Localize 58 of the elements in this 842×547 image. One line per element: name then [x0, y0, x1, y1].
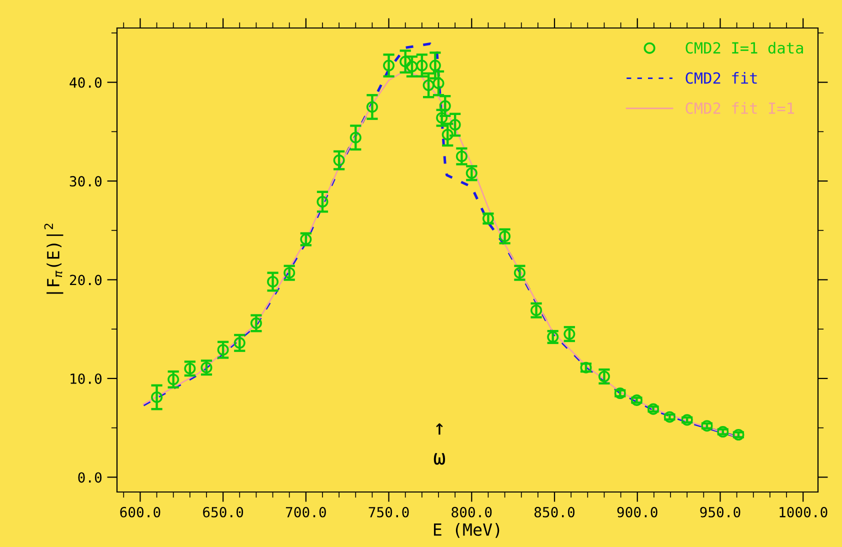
- point: [664, 411, 676, 423]
- point: [333, 154, 345, 166]
- point: [429, 60, 441, 72]
- x-tick-label: 600.0: [120, 506, 160, 518]
- point: [350, 132, 362, 144]
- x-tick-label: 900.0: [617, 506, 658, 518]
- point: [701, 420, 713, 432]
- point: [406, 60, 418, 72]
- point: [630, 394, 642, 406]
- point: [499, 230, 511, 242]
- legend-label: CMD2 I=1 data: [686, 42, 803, 54]
- point: [530, 304, 542, 316]
- point: [614, 388, 626, 400]
- point: [564, 328, 576, 340]
- legend-label: CMD2 fit: [686, 72, 757, 84]
- point: [439, 100, 451, 112]
- point: [432, 78, 444, 90]
- point: [717, 426, 729, 438]
- point: [732, 428, 744, 441]
- point: [416, 60, 428, 72]
- x-tick-label: 1000.0: [780, 506, 828, 518]
- point: [400, 56, 412, 68]
- point: [316, 196, 328, 208]
- x-tick-label: 750.0: [368, 506, 409, 518]
- point: [151, 391, 163, 403]
- point: [681, 414, 693, 426]
- legend-label: CMD2 fit I=1: [686, 102, 794, 114]
- point: [267, 276, 279, 288]
- x-tick-label: 700.0: [286, 506, 326, 518]
- y-tick-label: 0.0: [78, 472, 102, 483]
- y-tick-label: 30.0: [70, 176, 102, 187]
- point: [200, 362, 212, 374]
- point: [514, 267, 526, 279]
- point: [436, 112, 448, 124]
- point: [449, 118, 461, 131]
- point: [168, 374, 180, 386]
- point: [598, 370, 610, 382]
- point: [383, 60, 395, 72]
- point: [217, 344, 229, 356]
- point: [250, 317, 262, 329]
- point: [184, 362, 196, 374]
- point: [442, 128, 454, 140]
- point: [456, 150, 468, 162]
- y-tick-label: 40.0: [70, 77, 102, 88]
- x-tick-label: 850.0: [534, 506, 575, 518]
- x-axis-title: E (MeV): [434, 522, 500, 538]
- point: [648, 403, 660, 415]
- annotation: ↑ ω: [434, 423, 446, 465]
- y-tick-label: 20.0: [70, 274, 102, 286]
- point: [422, 79, 434, 92]
- x-tick-label: 800.0: [452, 506, 492, 518]
- point: [234, 337, 246, 349]
- point: [284, 267, 296, 279]
- y-tick-label: 10.0: [70, 373, 102, 384]
- x-tick-label: 950.0: [700, 506, 740, 518]
- y-axis-title: |F$_{π}$(E)|$^{2}$: [44, 224, 64, 294]
- x-tick-label: 650.0: [203, 506, 244, 518]
- point: [366, 101, 378, 113]
